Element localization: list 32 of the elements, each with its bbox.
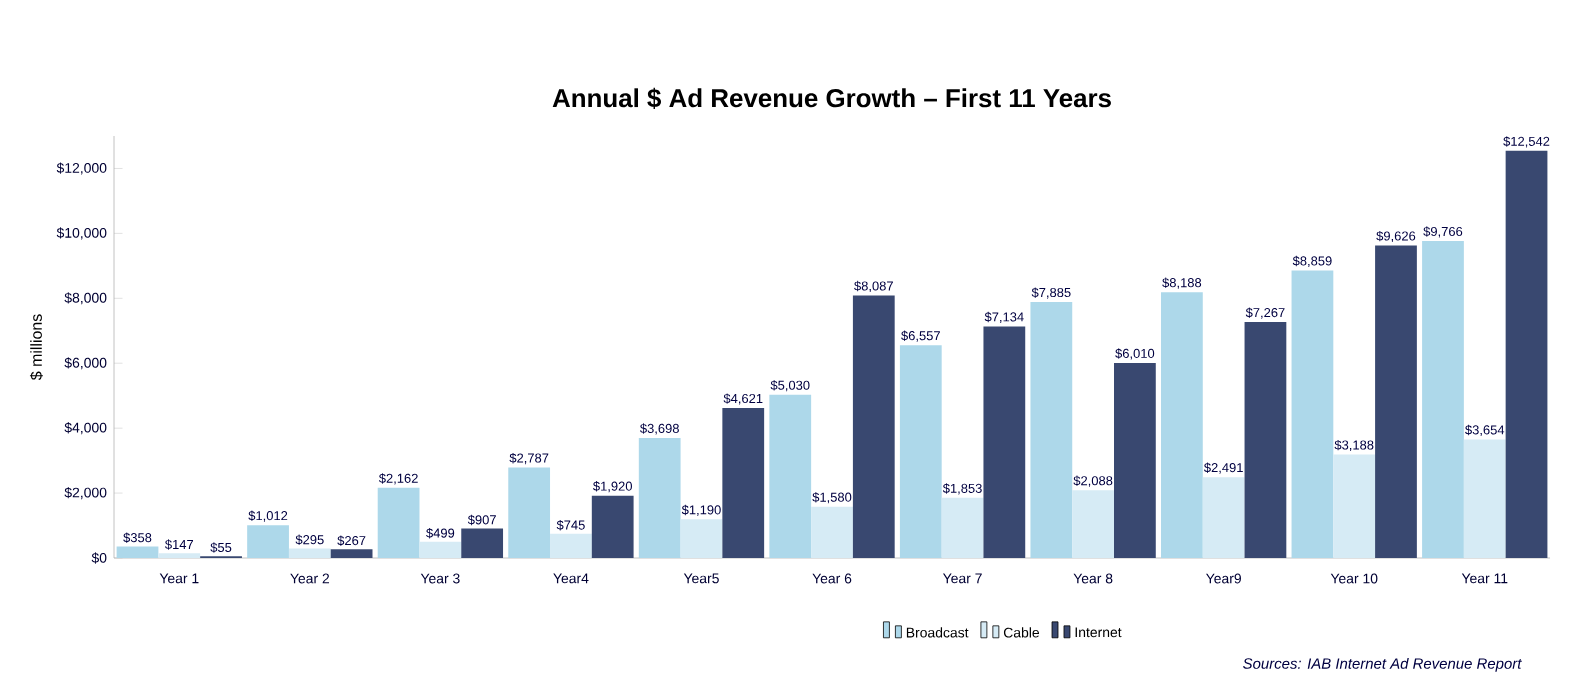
- bar: [1202, 477, 1245, 558]
- bar: [680, 519, 723, 558]
- bar: [1333, 454, 1376, 558]
- bar: [1375, 245, 1417, 558]
- bar: [769, 394, 812, 558]
- bar: [852, 295, 895, 558]
- bar: [247, 525, 289, 558]
- bar: [941, 497, 984, 558]
- bar: [1244, 322, 1287, 558]
- bar: [419, 541, 462, 558]
- bar: [461, 528, 504, 558]
- bar: [508, 467, 551, 558]
- bar: [638, 437, 681, 558]
- bar: [722, 407, 765, 558]
- bar: [550, 533, 592, 558]
- bar: [330, 549, 373, 558]
- bar: [1291, 270, 1334, 558]
- bar: [1505, 150, 1548, 558]
- bar: [1463, 439, 1506, 558]
- bar: [1072, 490, 1114, 558]
- bar: [899, 345, 942, 558]
- bar: [1161, 292, 1203, 558]
- bar: [591, 495, 634, 558]
- bar: [1422, 240, 1464, 558]
- bar: [983, 326, 1026, 558]
- bar: [811, 506, 853, 558]
- bar: [116, 546, 159, 558]
- bar: [377, 487, 420, 558]
- chart-title: Annual $ Ad Revenue Growth – First 11 Years: [552, 87, 1111, 110]
- bar: [1030, 302, 1073, 558]
- bar: [288, 548, 331, 558]
- bar: [1114, 362, 1156, 558]
